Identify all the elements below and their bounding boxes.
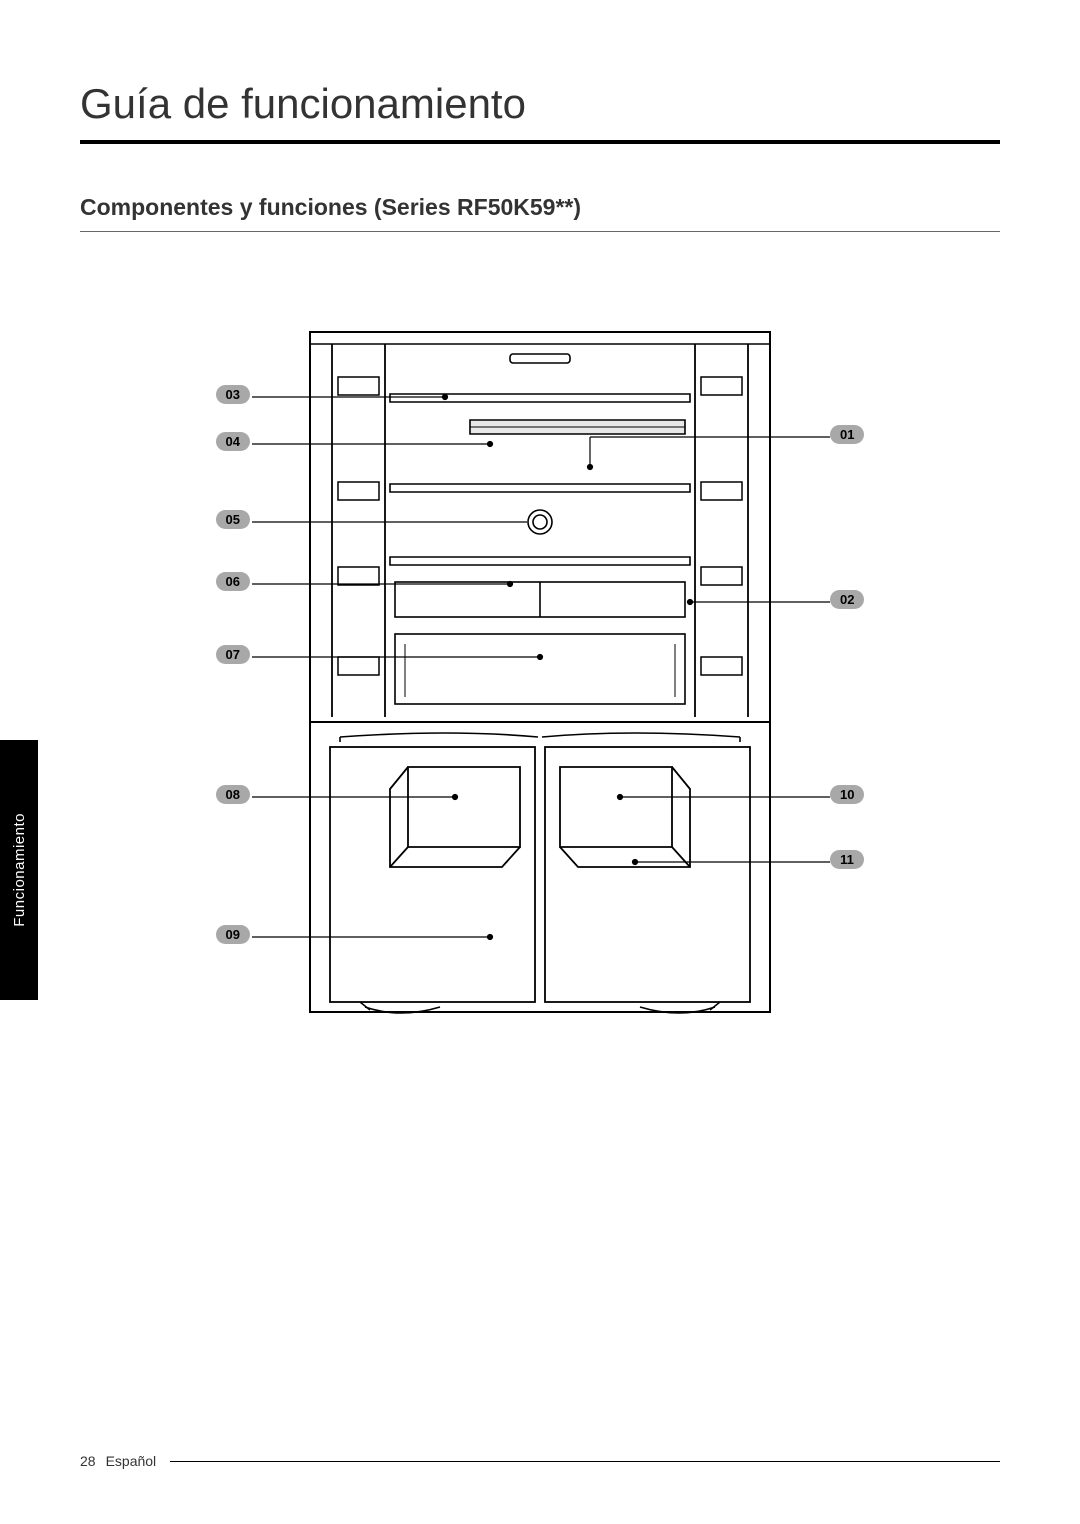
callout-num-01: 01 [830, 425, 864, 444]
page-title: Guía de funcionamiento [80, 80, 1000, 128]
section-tab: Funcionamiento [0, 740, 38, 1000]
callout-num-09: 09 [216, 925, 250, 944]
language-label: Español [106, 1453, 157, 1469]
callout-num-02: 02 [830, 590, 864, 609]
callout-05: 05 [190, 510, 250, 529]
refrigerator-diagram: 03 04 05 06 07 08 09 01 02 10 11 [190, 322, 890, 1022]
callout-07: 07 [190, 645, 250, 664]
callout-02: 02 [830, 590, 864, 609]
section-tab-label: Funcionamiento [11, 813, 28, 927]
callout-num-10: 10 [830, 785, 864, 804]
callout-09: 09 [190, 925, 250, 944]
callout-06: 06 [190, 572, 250, 591]
callout-num-04: 04 [216, 432, 250, 451]
callout-08: 08 [190, 785, 250, 804]
fridge-svg [190, 322, 890, 1022]
callout-num-03: 03 [216, 385, 250, 404]
title-divider [80, 140, 1000, 144]
callout-num-11: 11 [830, 850, 864, 869]
callout-03: 03 [190, 385, 250, 404]
page-number: 28 [80, 1453, 96, 1469]
callout-num-07: 07 [216, 645, 250, 664]
footer-rule [170, 1461, 1000, 1462]
callout-01: 01 [830, 425, 864, 444]
callout-10: 10 [830, 785, 864, 804]
callout-11: 11 [830, 850, 864, 869]
callout-num-05: 05 [216, 510, 250, 529]
callout-num-06: 06 [216, 572, 250, 591]
callout-04: 04 [190, 432, 250, 451]
page-footer: 28 Español [80, 1453, 1000, 1469]
section-title: Componentes y funciones (Series RF50K59*… [80, 194, 1000, 232]
callout-num-08: 08 [216, 785, 250, 804]
